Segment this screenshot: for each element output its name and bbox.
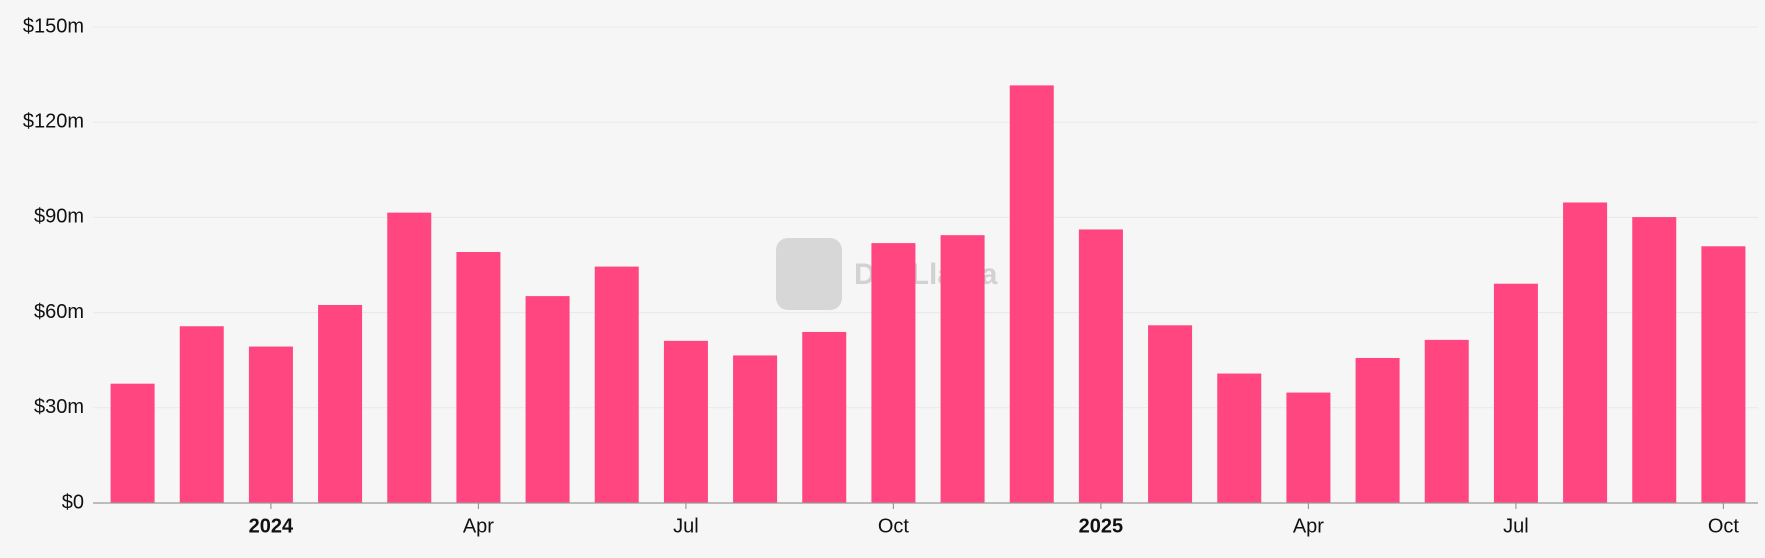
y-tick-label: $150m <box>23 15 84 37</box>
bar <box>1632 217 1677 503</box>
bar <box>871 243 916 503</box>
bar <box>733 355 778 503</box>
y-tick-label: $60m <box>34 301 84 323</box>
bar <box>1424 339 1469 503</box>
bar <box>1355 357 1400 503</box>
x-tick-label: 2024 <box>249 515 294 537</box>
y-tick-label: $0 <box>62 491 84 513</box>
bar <box>594 266 639 503</box>
bar <box>663 340 708 503</box>
x-tick-label: Oct <box>878 515 910 537</box>
y-tick-label: $30m <box>34 396 84 418</box>
bar <box>1009 85 1054 503</box>
bar <box>456 251 501 503</box>
bar <box>248 346 293 503</box>
bar <box>1563 202 1608 503</box>
x-tick-label: Jul <box>1503 515 1529 537</box>
bar <box>387 212 432 503</box>
bar <box>110 383 155 503</box>
y-tick-label: $120m <box>23 110 84 132</box>
bar <box>1148 325 1193 503</box>
bar <box>1078 229 1123 503</box>
bar <box>318 304 363 503</box>
x-tick-label: Apr <box>463 515 494 537</box>
bar <box>1701 246 1746 503</box>
x-tick-label: 2025 <box>1079 515 1124 537</box>
x-tick-label: Apr <box>1293 515 1324 537</box>
bar <box>1217 373 1262 503</box>
bar <box>1493 283 1538 503</box>
bar <box>1286 392 1331 503</box>
bar <box>525 296 570 503</box>
watermark-logo <box>776 238 842 310</box>
x-tick-label: Oct <box>1708 515 1740 537</box>
bar <box>802 331 847 503</box>
y-tick-label: $90m <box>34 206 84 228</box>
bar <box>940 235 985 504</box>
bar <box>179 326 224 503</box>
x-tick-label: Jul <box>673 515 699 537</box>
